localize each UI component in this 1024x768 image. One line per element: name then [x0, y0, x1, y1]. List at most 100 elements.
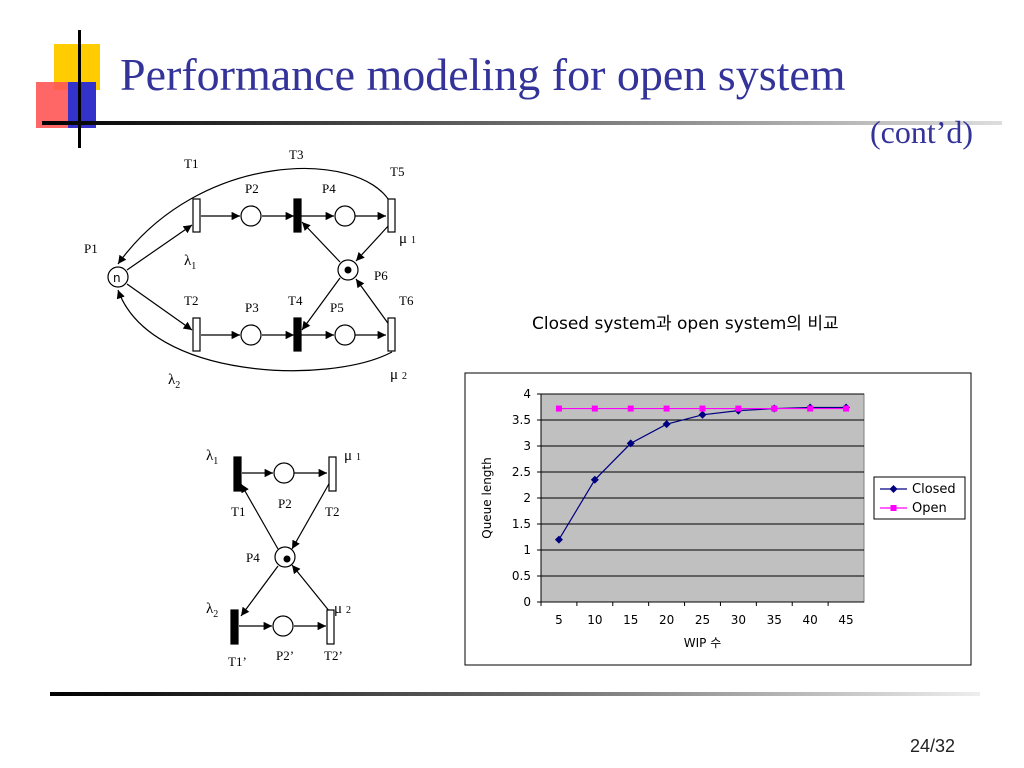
- transition-b-t2p: [326, 609, 335, 645]
- top-net-nodes: [107, 198, 396, 352]
- label-p1: P1: [84, 241, 98, 256]
- x-tick-label: 35: [767, 613, 782, 627]
- x-axis-label: WIP 수: [684, 636, 722, 650]
- label-t5: T5: [390, 164, 404, 179]
- place-p4: [334, 205, 356, 227]
- footer-line: [50, 692, 980, 696]
- x-tick-label: 30: [731, 613, 746, 627]
- y-tick-label: 0: [523, 595, 531, 609]
- data-point-open: [843, 405, 850, 412]
- arc-t5-to-p6: [355, 223, 391, 262]
- token-p6: [344, 266, 352, 274]
- transition-t6: [387, 317, 396, 352]
- data-point-closed: [554, 535, 563, 544]
- data-point-closed: [662, 420, 671, 429]
- label-b-p2p: P2’: [276, 648, 294, 663]
- data-point-closed: [626, 439, 635, 448]
- transition-t4: [293, 317, 302, 352]
- y-tick-label: 4: [523, 387, 531, 401]
- data-point-open: [771, 405, 778, 412]
- arc-p1-to-t1: [126, 224, 193, 271]
- label-p4: P4: [322, 181, 336, 196]
- data-point-open: [591, 405, 598, 412]
- y-tick-label: 0.5: [512, 569, 531, 583]
- top-petri-net: [116, 168, 393, 372]
- x-tick-label: 25: [695, 613, 710, 627]
- data-point-closed: [698, 410, 707, 419]
- label-t6: T6: [399, 293, 414, 308]
- x-tick-label: 10: [587, 613, 602, 627]
- place-p3: [240, 324, 262, 346]
- label-b-t1: T1: [231, 504, 245, 519]
- data-point-open: [807, 405, 814, 412]
- transition-t1: [192, 198, 201, 233]
- y-tick-label: 3: [523, 439, 531, 453]
- data-point-open: [663, 405, 670, 412]
- label-t1: T1: [184, 156, 198, 171]
- title-underline: [42, 121, 1002, 125]
- x-tick-label: 5: [555, 613, 563, 627]
- bottom-petri-net: [239, 468, 331, 631]
- label-b-t2p: T2’: [324, 648, 343, 663]
- chart-caption: Closed system과 open system의 비교: [532, 314, 839, 334]
- deco-vertical-line: [78, 30, 81, 148]
- data-point-open: [627, 405, 634, 412]
- label-t4: T4: [288, 293, 303, 308]
- legend-marker-closed: [889, 485, 898, 493]
- transition-b-t1: [233, 456, 242, 492]
- arc-p6-to-t3: [301, 221, 341, 263]
- label-b-lambda2: λ2: [206, 601, 218, 620]
- token-b-p4: [283, 555, 291, 563]
- label-lambda1: λ1: [184, 253, 196, 272]
- legend-box: [873, 476, 966, 520]
- place-b-p2: [273, 462, 295, 484]
- y-tick-label: 3.5: [512, 413, 531, 427]
- transition-t3: [293, 198, 302, 233]
- label-p2: P2: [245, 181, 259, 196]
- arc-p6-to-t4: [301, 277, 341, 331]
- label-b-lambda1: λ1: [206, 448, 218, 467]
- label-b-p4: P4: [246, 550, 260, 565]
- label-token-n: n: [113, 271, 121, 285]
- slide-number: 24/32: [910, 736, 956, 756]
- legend-label-closed: Closed: [912, 482, 956, 497]
- arc-p1-to-t2: [126, 283, 193, 331]
- label-lambda2: λ2: [168, 372, 180, 391]
- data-point-open: [555, 405, 562, 412]
- arc-b-t2p-to-p4: [291, 564, 331, 613]
- legend-marker-open: [890, 505, 897, 511]
- arc-b-p4-to-t1p: [240, 565, 279, 617]
- label-t2: T2: [184, 293, 198, 308]
- data-point-open: [735, 405, 742, 412]
- y-tick-label: 2.5: [512, 465, 531, 479]
- label-b-t1p: T1’: [228, 654, 247, 669]
- data-point-closed: [590, 475, 599, 484]
- arc-b-p4-to-t1: [240, 483, 279, 550]
- x-tick-label: 40: [803, 613, 818, 627]
- y-tick-label: 1: [523, 543, 531, 557]
- bottom-net-nodes: [230, 456, 337, 645]
- x-tick-label: 45: [838, 613, 853, 627]
- arc-t5-to-p1: [117, 168, 391, 265]
- y-tick-label: 1.5: [512, 517, 531, 531]
- page-title: Performance modeling for open system: [120, 49, 846, 100]
- label-p6: P6: [374, 268, 388, 283]
- data-point-open: [699, 405, 706, 412]
- legend-label-open: Open: [912, 501, 947, 516]
- page-subtitle: (cont’d): [870, 114, 974, 150]
- place-p5: [334, 324, 356, 346]
- transition-t2: [192, 317, 201, 352]
- arc-t6-to-p6: [355, 278, 391, 327]
- x-tick-label: 20: [659, 613, 674, 627]
- transition-b-t2: [328, 456, 337, 492]
- label-b-p2: P2: [278, 496, 292, 511]
- y-tick-label: 2: [523, 491, 531, 505]
- deco-blue-square: [68, 82, 96, 128]
- label-p5: P5: [330, 300, 344, 315]
